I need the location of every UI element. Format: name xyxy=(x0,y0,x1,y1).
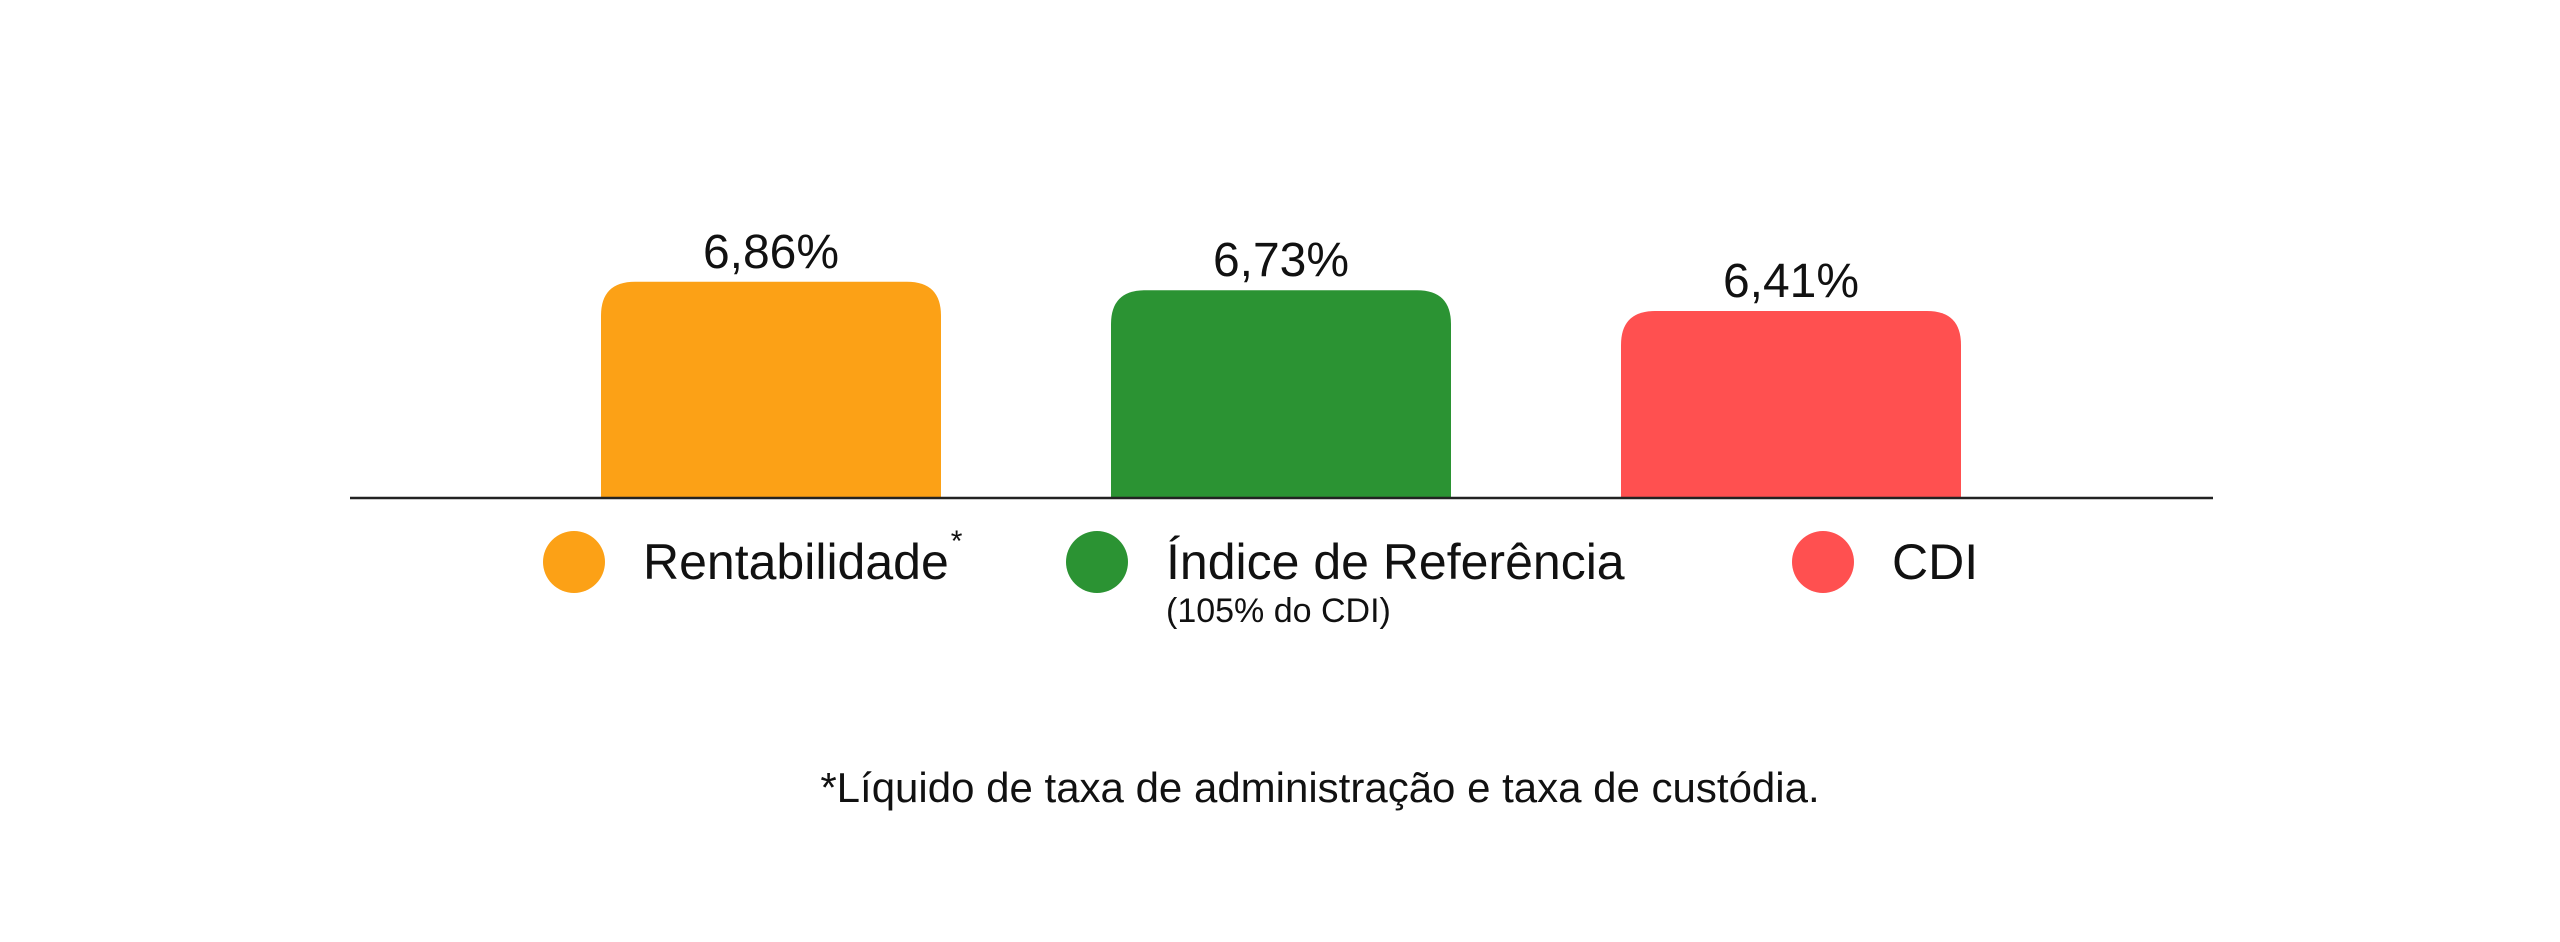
value-label-cdi: 6,41% xyxy=(1723,255,1859,308)
value-label-indice-de-referencia: 6,73% xyxy=(1213,234,1349,287)
bars-group xyxy=(601,281,1961,498)
value-label-rentabilidade: 6,86% xyxy=(703,226,839,279)
bar-indice-de-referencia xyxy=(1111,290,1451,498)
bar-cdi xyxy=(1621,311,1961,498)
value-labels-group: 6,86% 6,73% 6,41% xyxy=(703,226,1859,308)
footnote: *Líquido de taxa de administração e taxa… xyxy=(820,764,1820,811)
bar-rentabilidade xyxy=(601,281,941,498)
